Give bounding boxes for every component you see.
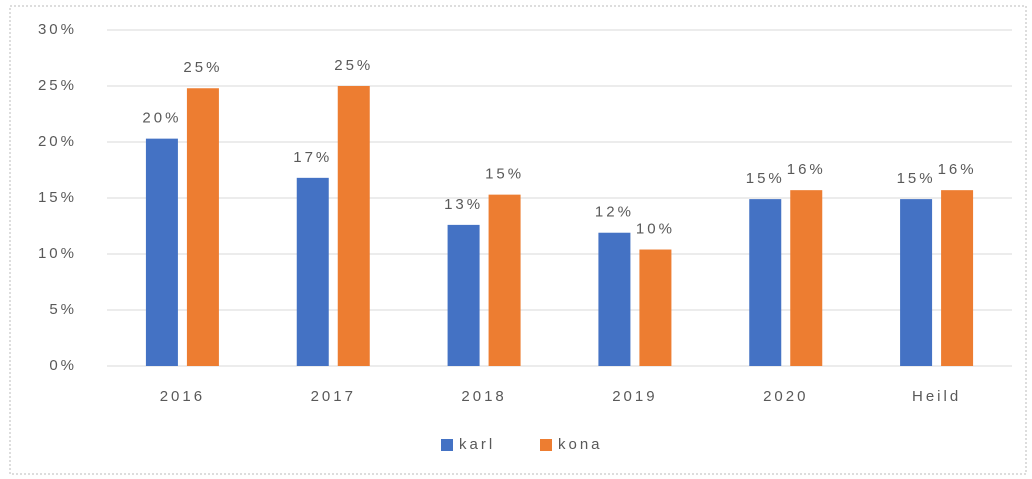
y-tick-label: 30% [38,21,77,38]
data-label: 16% [938,161,977,178]
bar [488,194,521,366]
bar [145,138,178,366]
x-tick-label: 2020 [763,388,808,405]
y-tick-label: 0% [49,357,77,374]
data-label: 15% [746,170,785,187]
bar [900,199,933,366]
y-tick-label: 20% [38,133,77,150]
bar [598,232,631,366]
x-tick-label: 2019 [612,388,657,405]
bar [749,199,782,366]
y-tick-label: 15% [38,189,77,206]
bar [790,190,823,366]
legend-label: karl [459,436,495,453]
legend-label: kona [558,436,603,453]
y-tick-label: 25% [38,77,77,94]
data-label: 25% [183,59,222,76]
data-label: 12% [595,204,634,221]
legend-swatch [540,439,552,451]
data-label: 25% [334,57,373,74]
bar [447,224,480,366]
data-label: 20% [142,110,181,127]
data-label: 10% [636,220,675,237]
bar [186,88,219,367]
x-tick-label: 2016 [160,388,205,405]
x-tick-label: 2017 [311,388,356,405]
x-tick-label: Heild [912,388,961,405]
legend-swatch [441,439,453,451]
data-label: 17% [293,149,332,166]
data-label: 15% [897,170,936,187]
bar [941,190,974,366]
y-tick-label: 5% [49,301,77,318]
bar [296,177,329,366]
bar [337,86,370,366]
data-label: 16% [787,161,826,178]
data-label: 15% [485,166,524,183]
y-tick-label: 10% [38,245,77,262]
bar [639,249,672,366]
x-tick-label: 2018 [461,388,506,405]
data-label: 13% [444,196,483,213]
